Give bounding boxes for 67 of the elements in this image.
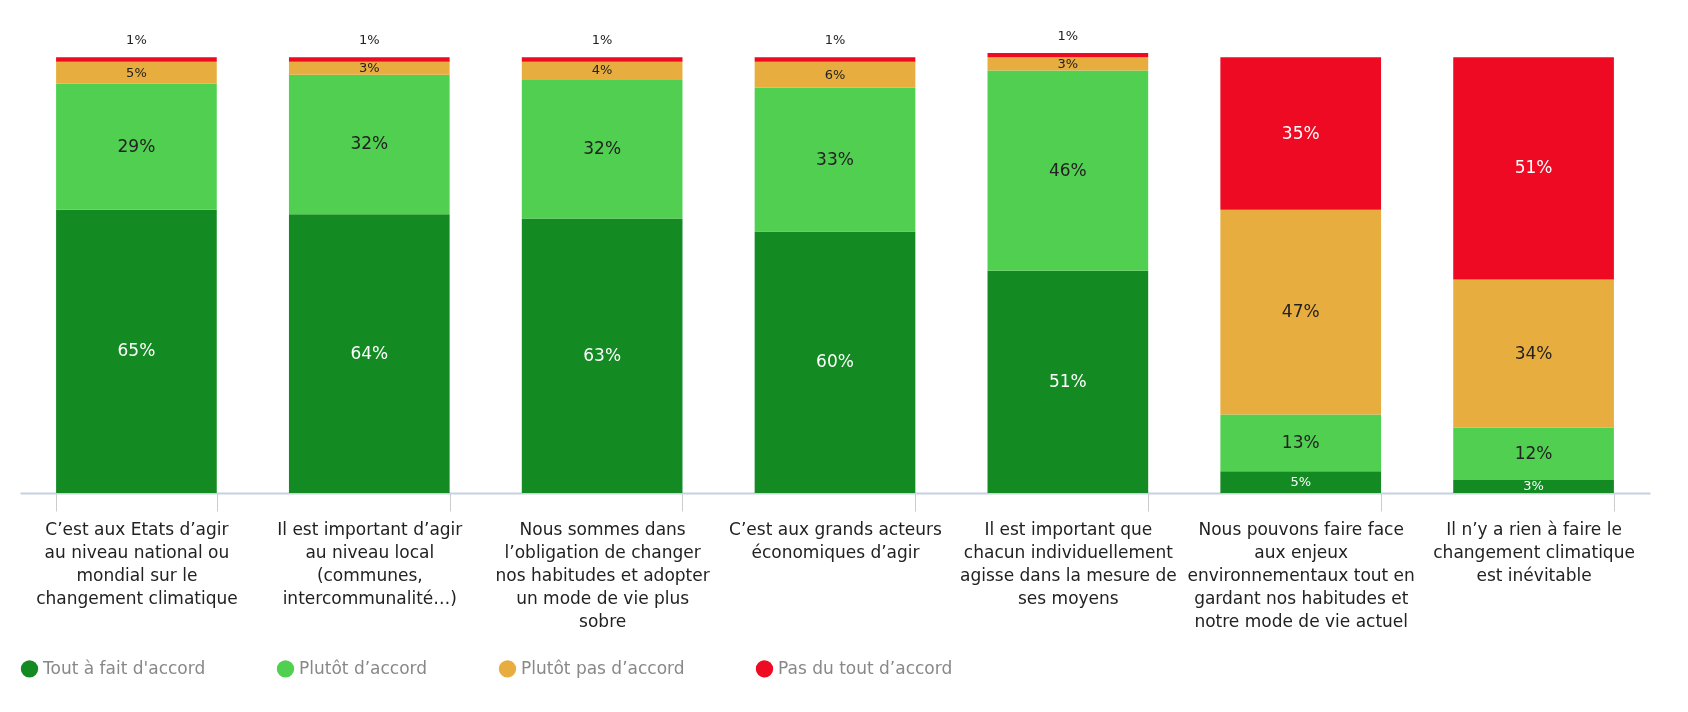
data-label: 32% (583, 137, 622, 158)
data-label: 3% (1523, 478, 1544, 494)
bar (288, 61, 450, 75)
x-tick-label: Il n’y a rien à faire le changement climatique est inévitable (1433, 518, 1635, 585)
data-label: 60% (816, 351, 854, 372)
data-label: 5% (126, 64, 147, 80)
data-label: 3% (358, 60, 380, 76)
data-label: 1% (126, 32, 147, 48)
bar (288, 57, 450, 62)
bar (56, 209, 217, 493)
data-label: 51% (1048, 370, 1087, 391)
bar (1220, 471, 1382, 493)
data-label: 47% (1281, 301, 1320, 322)
data-label: 1% (358, 32, 380, 48)
bar (754, 87, 916, 232)
bar (56, 57, 217, 62)
bar (754, 57, 916, 62)
bar (987, 53, 1149, 58)
bar (754, 231, 916, 493)
data-label: 51% (1514, 157, 1553, 178)
legend-label: Plutôt d’accord (299, 657, 428, 678)
x-tick-label: C’est aux Etats d’agir au niveau national ou mondial sur le changement climatique (36, 518, 238, 608)
bar (1220, 414, 1382, 472)
data-label: 32% (350, 133, 389, 154)
bar (1220, 57, 1382, 210)
bar (288, 214, 450, 493)
data-label: 1% (1057, 28, 1079, 43)
legend-label: Pas du tout d’accord (778, 657, 953, 678)
bar (987, 57, 1149, 71)
x-tick-label: Nous sommes dans l’obligation de changer nos habitudes et adopter un mode de vie plus sobre (495, 518, 710, 631)
data-label: 13% (1281, 431, 1320, 452)
data-label: 4% (591, 62, 613, 78)
data-label: 1% (824, 32, 846, 48)
bar (288, 74, 450, 215)
data-label: 63% (583, 344, 622, 365)
data-label: 34% (1514, 342, 1553, 363)
bar (521, 61, 683, 80)
bar (987, 70, 1149, 271)
data-label: 33% (816, 148, 854, 169)
bar (521, 57, 683, 62)
bar (521, 79, 683, 219)
bar (1453, 427, 1614, 480)
bar (56, 83, 217, 210)
x-tick-label: C’est aux grands acteurs économiques d’agir (729, 518, 943, 562)
x-tick-label: Il est important que chacun individuellement agisse dans la mesure de ses moyens (960, 518, 1177, 608)
bar (1453, 57, 1614, 280)
legend-label: Tout à fait d'accord (42, 657, 206, 678)
data-label: 64% (350, 342, 389, 363)
x-tick-label: Il est important d’agir au niveau local (communes, intercommunalité…) (277, 518, 463, 608)
data-label: 35% (1281, 122, 1320, 143)
bar (987, 270, 1149, 493)
data-label: 46% (1048, 159, 1087, 180)
data-label: 65% (117, 340, 156, 361)
bar (754, 61, 916, 88)
data-label: 1% (591, 32, 613, 48)
data-label: 12% (1514, 442, 1553, 463)
bar (521, 218, 683, 493)
bar (1453, 479, 1614, 493)
legend-label: Plutôt pas d’accord (521, 657, 685, 678)
data-label: 3% (1057, 55, 1079, 71)
x-tick-label: Nous pouvons faire face aux enjeux environnementaux tout en gardant nos habitudes et notre mode de vie actuel (1187, 518, 1415, 631)
bar (1453, 279, 1614, 428)
bar (56, 61, 217, 84)
data-label: 5% (1290, 474, 1312, 490)
data-label: 6% (824, 66, 846, 82)
data-label: 29% (117, 135, 156, 156)
bar (1220, 209, 1382, 415)
